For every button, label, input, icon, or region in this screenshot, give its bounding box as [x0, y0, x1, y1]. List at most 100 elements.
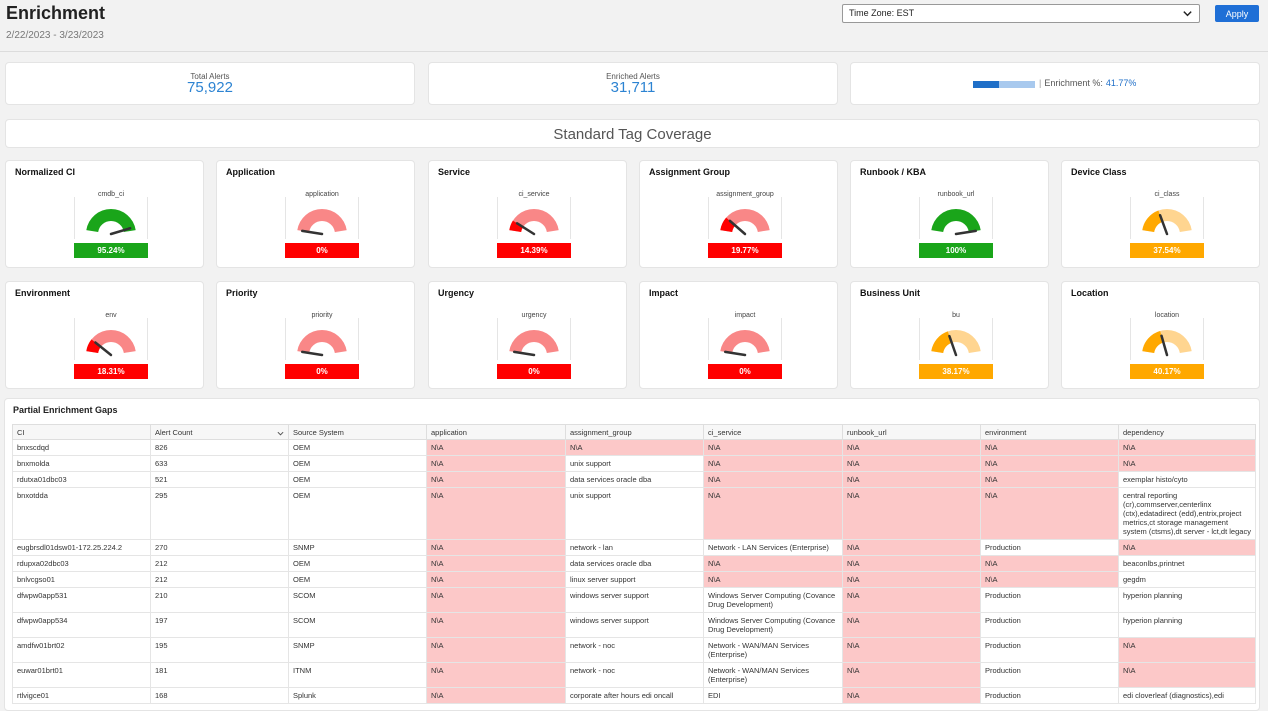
table-row[interactable]: amdfw01brt02 195 SNMP N\A network - noc Netwo…: [12, 637, 1256, 663]
table-cell: corporate after hours edi oncall: [565, 687, 704, 704]
table-cell: windows server support: [565, 612, 704, 638]
table-row[interactable]: bnlvcgso01 212 OEM N\A linux server support N…: [12, 571, 1256, 588]
gauge-needle: [948, 334, 958, 357]
table-cell: N\A: [703, 487, 843, 540]
column-header[interactable]: dependency: [1118, 424, 1256, 440]
table-cell: data services oracle dba: [565, 471, 704, 488]
gauge-needle: [728, 219, 747, 236]
gauge: ci_class 37.54%: [1130, 189, 1204, 261]
enrichment-percent-card: | Enrichment %: 41.77%: [850, 62, 1260, 105]
table-cell: N\A: [426, 539, 566, 556]
sort-chevron-icon[interactable]: [277, 430, 284, 437]
table-cell: network - noc: [565, 637, 704, 663]
gauge: priority 0%: [285, 310, 359, 382]
gauge: location 40.17%: [1130, 310, 1204, 382]
table-cell: Production: [980, 612, 1119, 638]
gauge-frame: [919, 197, 993, 239]
table-cell: N\A: [703, 455, 843, 472]
table-row[interactable]: eugbrsdl01dsw01-172.25.224.2 270 SNMP N\A ne…: [12, 539, 1256, 556]
gauge-title: Normalized CI: [15, 167, 76, 177]
column-header[interactable]: environment: [980, 424, 1119, 440]
table-cell: N\A: [980, 571, 1119, 588]
gauge: runbook_url 100%: [919, 189, 993, 261]
gauge-fill: [86, 339, 101, 353]
total-alerts-label: Total Alerts: [190, 72, 230, 81]
apply-button[interactable]: Apply: [1215, 5, 1259, 22]
table-cell: rtlvigce01: [12, 687, 151, 704]
table-row[interactable]: bnxotdda 295 OEM N\A unix support N\A N\A N\A ce…: [12, 487, 1256, 540]
table-cell: N\A: [703, 571, 843, 588]
gauge-needle: [109, 226, 132, 236]
table-cell: bnxotdda: [12, 487, 151, 540]
timezone-select[interactable]: Time Zone: EST: [842, 4, 1200, 23]
gauge-dial: [1142, 209, 1192, 236]
gauge-track: [86, 209, 136, 232]
gauge: bu 38.17%: [919, 310, 993, 382]
gauge-value-badge: 0%: [285, 364, 359, 379]
table-cell: data services oracle dba: [565, 555, 704, 572]
column-header[interactable]: ci_service: [703, 424, 843, 440]
gauge-title: Business Unit: [860, 288, 921, 298]
table-cell: 633: [150, 455, 289, 472]
table-row[interactable]: bnxscdqd 826 OEM N\A N\A N\A N\A N\A N\A: [12, 439, 1256, 456]
gauge: urgency 0%: [497, 310, 571, 382]
gauge-value-badge: 18.31%: [74, 364, 148, 379]
table-cell: N\A: [842, 662, 981, 688]
table-cell: Production: [980, 637, 1119, 663]
table-cell: SNMP: [288, 539, 427, 556]
table-cell: bnxmolda: [12, 455, 151, 472]
table-cell: OEM: [288, 455, 427, 472]
table-cell: 270: [150, 539, 289, 556]
gauge-title: Environment: [15, 288, 71, 298]
table-row[interactable]: bnxmolda 633 OEM N\A unix support N\A N\A N\A N\…: [12, 455, 1256, 472]
gauge-dial: [297, 209, 347, 236]
table-cell: N\A: [426, 439, 566, 456]
table-cell: central reporting (cr),commserver,center…: [1118, 487, 1256, 540]
gauge-value-badge: 37.54%: [1130, 243, 1204, 258]
gauge-value-badge: 100%: [919, 243, 993, 258]
column-header[interactable]: assignment_group: [565, 424, 704, 440]
gauge-frame: [708, 197, 782, 239]
gauge-card: Urgency urgency 0%: [428, 281, 627, 389]
table-cell: N\A: [426, 687, 566, 704]
column-header[interactable]: application: [426, 424, 566, 440]
table-cell: N\A: [426, 455, 566, 472]
table-cell: euwar01brt01: [12, 662, 151, 688]
gauge-frame: [497, 197, 571, 239]
coverage-header: Standard Tag Coverage: [5, 119, 1260, 148]
table-cell: 212: [150, 571, 289, 588]
gauge-title: Service: [438, 167, 471, 177]
top-bar: Enrichment 2/22/2023 - 3/23/2023 Time Zo…: [0, 0, 1268, 52]
table-cell: N\A: [842, 539, 981, 556]
table-cell: N\A: [980, 455, 1119, 472]
table-cell: N\A: [842, 587, 981, 613]
gauge-card: Business Unit bu 38.17%: [850, 281, 1049, 389]
table-cell: N\A: [980, 439, 1119, 456]
column-header[interactable]: CI: [12, 424, 151, 440]
table-cell: Production: [980, 539, 1119, 556]
gauge-needle: [1158, 213, 1169, 236]
column-header[interactable]: runbook_url: [842, 424, 981, 440]
gauge-field-label: cmdb_ci: [97, 191, 125, 198]
table-row[interactable]: rdutxa01dbc03 521 OEM N\A data services orac…: [12, 471, 1256, 488]
table-cell: N\A: [980, 471, 1119, 488]
table-cell: network - lan: [565, 539, 704, 556]
gauge-field-label: urgency: [521, 312, 547, 319]
enriched-alerts-label: Enriched Alerts: [606, 72, 660, 81]
total-alerts-card: Total Alerts 75,922: [5, 62, 415, 105]
table-cell: N\A: [842, 455, 981, 472]
table-cell: rdupxa02dbc03: [12, 555, 151, 572]
table-cell: Network - WAN/MAN Services (Enterprise): [703, 662, 843, 688]
column-header[interactable]: Source System: [288, 424, 427, 440]
gauge: assignment_group 19.77%: [708, 189, 782, 261]
table-cell: Production: [980, 662, 1119, 688]
table-row[interactable]: dfwpw0app534 197 SCOM N\A windows server sup…: [12, 612, 1256, 638]
table-row[interactable]: rdupxa02dbc03 212 OEM N\A data services orac…: [12, 555, 1256, 572]
table-row[interactable]: dfwpw0app531 210 SCOM N\A windows server sup…: [12, 587, 1256, 613]
table-cell: N\A: [1118, 455, 1256, 472]
table-cell: edi cloverleaf (diagnostics),edi: [1118, 687, 1256, 704]
column-header[interactable]: Alert Count: [150, 424, 289, 440]
table-row[interactable]: euwar01brt01 181 ITNM N\A network - noc Netwo…: [12, 662, 1256, 688]
table-row[interactable]: rtlvigce01 168 Splunk N\A corporate after ho…: [12, 687, 1256, 704]
table-cell: OEM: [288, 555, 427, 572]
